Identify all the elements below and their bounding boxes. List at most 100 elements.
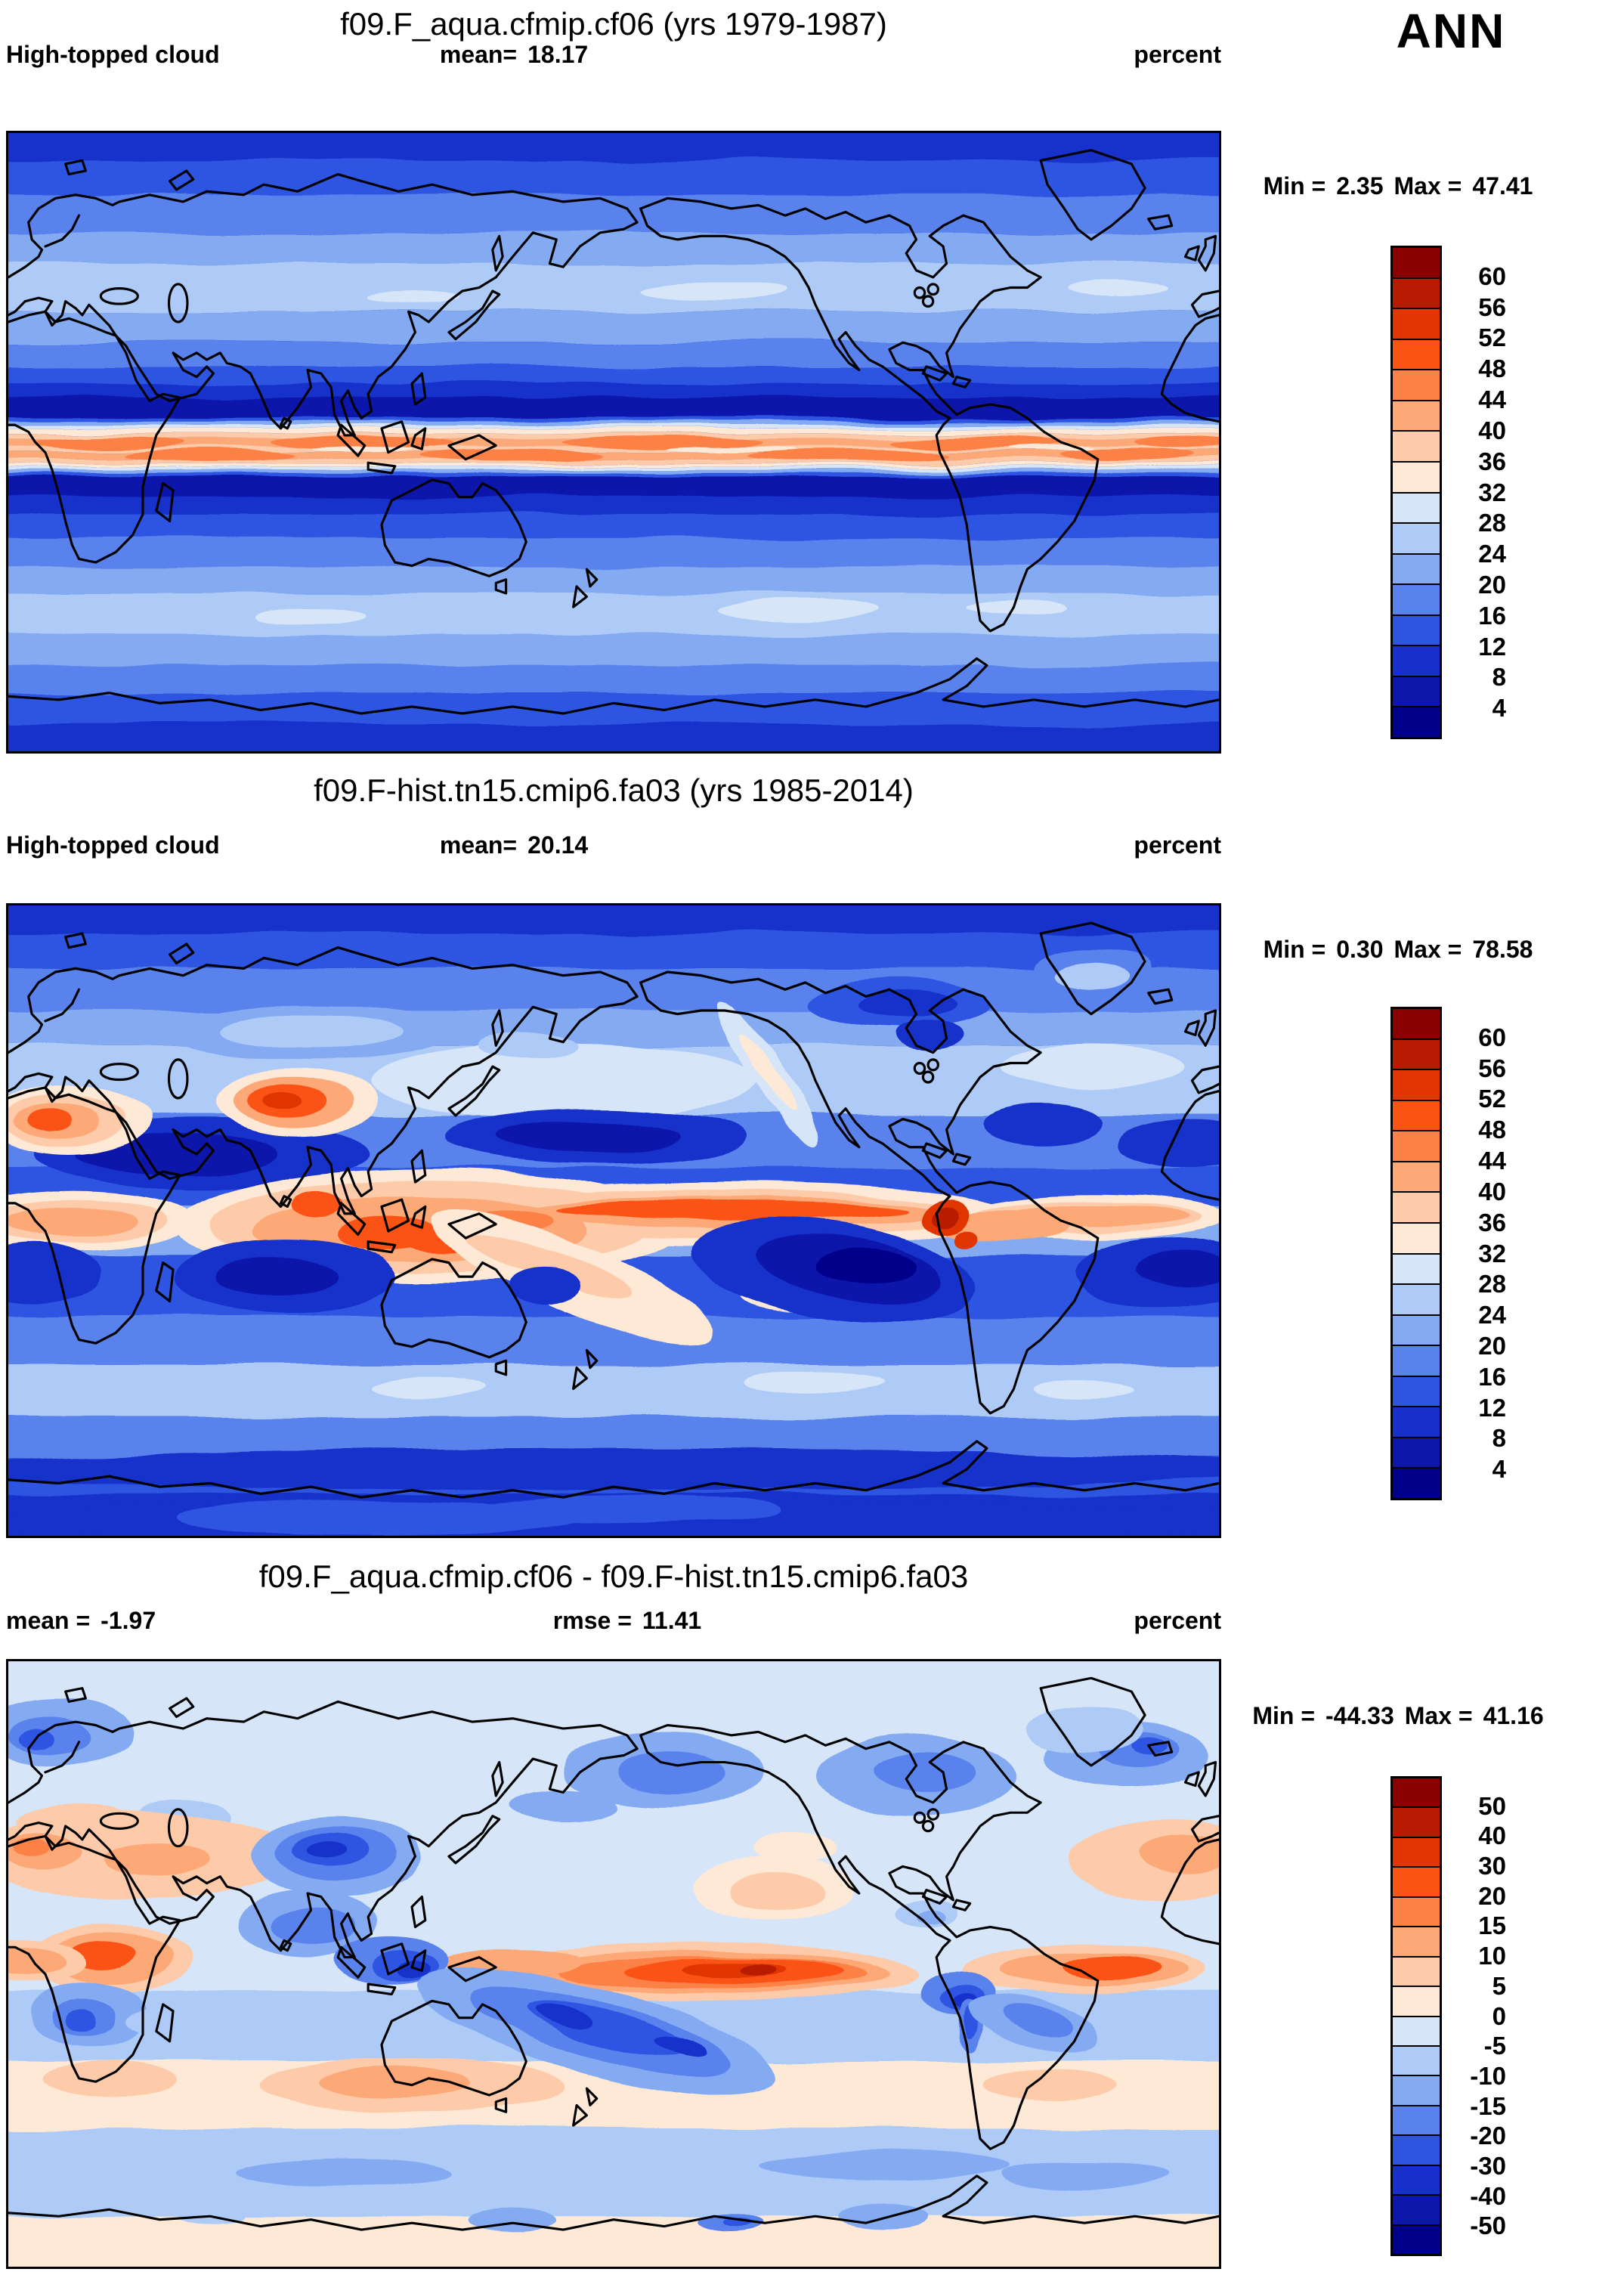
colorbar-segment [1393,675,1440,707]
panel2-mean: mean= 20.14 [348,831,680,859]
panel3-rmse: rmse = 11.41 [461,1607,793,1635]
colorbar-tick-label: 52 [1478,323,1506,352]
colorbar-tick-label: 4 [1492,694,1506,723]
colorbar-segment [1393,2224,1440,2254]
min-value: -44.33 [1325,1702,1394,1729]
map-difference [6,1659,1221,2269]
colorbar-tick-label: 56 [1478,1054,1506,1082]
mean-label: mean = [6,1607,91,1634]
colorbar-segment [1393,583,1440,614]
colorbar-tick-label: 16 [1478,601,1506,630]
colorbar-tick-label: 20 [1478,1881,1506,1910]
colorbar-segment [1393,1806,1440,1837]
colorbar-segment [1393,1955,1440,1986]
max-value: 41.16 [1483,1702,1544,1729]
panel3-colorbar: 50 40 30 20 15 10 5 0 -5 -10 -15 -20 -30 -40 -50 [1390,1776,1549,2256]
colorbar-tick-label: 20 [1478,1331,1506,1360]
min-label: Min = [1263,936,1326,963]
rmse-value: 11.41 [642,1607,702,1634]
panel2-colorbar: 60 56 52 48 44 40 36 32 28 24 20 16 12 8 4 [1390,1007,1549,1500]
colorbar-tick-label: 12 [1478,1393,1506,1422]
colorbar-tick-label: 12 [1478,632,1506,661]
colorbar-segment [1393,552,1440,584]
colorbar-segment [1393,399,1440,431]
colorbar-segment [1393,277,1440,308]
panel1-units-label: percent [1134,41,1221,68]
contour-map-aquaplanet [8,133,1219,751]
colorbar-tick-label: 24 [1478,540,1506,568]
colorbar-segment [1393,460,1440,492]
colorbar-segment [1393,1406,1440,1437]
colorbar-segment [1393,369,1440,400]
min-label: Min = [1252,1702,1316,1729]
colorbar-tick-label: 36 [1478,1208,1506,1237]
colorbar-segment [1393,1221,1440,1253]
colorbar-tick-label: 0 [1492,2001,1506,2030]
colorbar-tick-label: 16 [1478,1362,1506,1391]
panel3-minmax: Min = -44.33 Max = 41.16 [1247,1702,1549,1730]
colorbar-labels: 60 56 52 48 44 40 36 32 28 24 20 16 12 8 4 [1444,246,1506,739]
colorbar-segment [1393,2134,1440,2165]
colorbar-segment [1393,1926,1440,1956]
max-label: Max = [1394,936,1462,963]
season-label: ANN [1396,4,1506,58]
panel1-minmax: Min = 2.35 Max = 47.41 [1247,172,1549,200]
colorbar-segment [1393,491,1440,523]
colorbar-segment [1393,1836,1440,1867]
colorbar-tick-label: -50 [1470,2212,1506,2240]
colorbar-segment [1393,1345,1440,1376]
colorbar-segment [1393,1986,1440,2016]
contour-features [8,1698,1219,2233]
map-case2 [6,903,1221,1538]
colorbar-tick-label: 30 [1478,1852,1506,1880]
colorbar-segment [1393,430,1440,461]
colorbar-tick-label: -30 [1470,2151,1506,2180]
colorbar-tick-label: 8 [1492,663,1506,692]
colorbar-tick-label: 48 [1478,1116,1506,1144]
colorbar-tick-label: -5 [1483,2032,1506,2060]
max-label: Max = [1394,172,1462,200]
colorbar-segment [1393,1160,1440,1192]
colorbar-segment [1393,2075,1440,2105]
colorbar-tick-label: 15 [1478,1911,1506,1940]
colorbar-segment [1393,614,1440,645]
colorbar-segment [1393,706,1440,737]
colorbar-segment [1393,1314,1440,1345]
panel2-minmax: Min = 0.30 Max = 78.58 [1247,936,1549,964]
colorbar-tick-label: 44 [1478,1147,1506,1175]
min-label: Min = [1263,172,1326,200]
colorbar-segment [1393,2194,1440,2224]
colorbar-tick-label: 24 [1478,1301,1506,1329]
panel2-title: f09.F-hist.tn15.cmip6.fa03 (yrs 1985-201… [314,772,914,808]
map-case1 [6,131,1221,754]
max-label: Max = [1404,1702,1473,1729]
colorbar-segment [1393,1866,1440,1896]
colorbar-bar [1390,1776,1442,2256]
colorbar-segment [1393,1467,1440,1498]
panel1-colorbar: 60 56 52 48 44 40 36 32 28 24 20 16 12 8 4 [1390,246,1549,739]
contour-features [8,947,1219,1536]
mean-value: 20.14 [527,831,589,859]
colorbar-segment [1393,1069,1440,1100]
mean-value: 18.17 [527,41,589,68]
panel1-title: f09.F_aqua.cfmip.cf06 (yrs 1979-1987) [340,6,887,42]
colorbar-segment [1393,2104,1440,2135]
max-value: 47.41 [1472,172,1533,200]
colorbar-tick-label: 28 [1478,1270,1506,1298]
colorbar-tick-label: 60 [1478,1023,1506,1051]
colorbar-segment [1393,645,1440,676]
colorbar-tick-label: 44 [1478,385,1506,414]
colorbar-tick-label: 36 [1478,447,1506,475]
colorbar-segment [1393,2044,1440,2075]
colorbar-tick-label: 10 [1478,1942,1506,1970]
min-value: 0.30 [1336,936,1384,963]
colorbar-tick-label: 5 [1492,1971,1506,2000]
rmse-label: rmse = [552,1607,632,1634]
mean-value: -1.97 [101,1607,156,1634]
colorbar-segment [1393,338,1440,370]
colorbar-tick-label: 8 [1492,1424,1506,1453]
panel3-mean: mean = -1.97 [6,1607,156,1635]
colorbar-segment [1393,308,1440,339]
panel1-variable-label: High-topped cloud [6,41,220,68]
